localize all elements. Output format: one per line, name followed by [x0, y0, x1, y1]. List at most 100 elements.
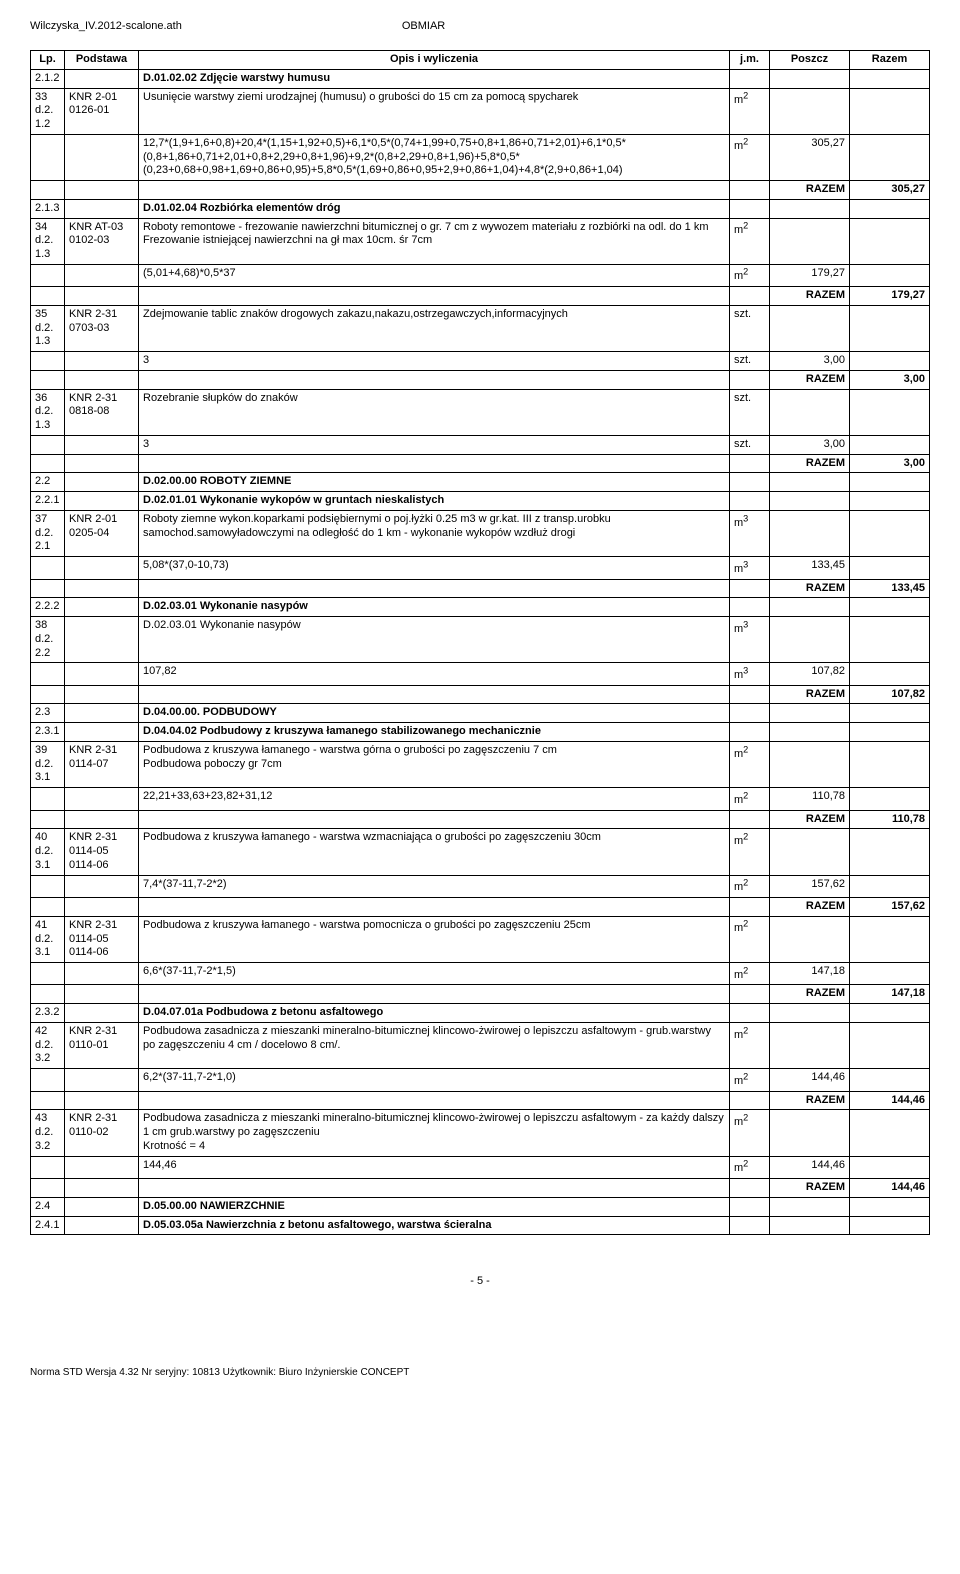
cell-podstawa — [65, 134, 139, 180]
cell-lp — [31, 181, 65, 200]
cell-opis: Zdejmowanie tablic znaków drogowych zaka… — [139, 305, 730, 351]
cell-opis: 107,82 — [139, 663, 730, 685]
table-row: RAZEM107,82 — [31, 685, 930, 704]
cell-razem: 179,27 — [850, 287, 930, 306]
col-podstawa: Podstawa — [65, 51, 139, 70]
cell-podstawa — [65, 352, 139, 371]
table-row: RAZEM3,00 — [31, 454, 930, 473]
table-row: 2.1.2D.01.02.02 Zdjęcie warstwy humusu — [31, 69, 930, 88]
cell-opis: 5,08*(37,0-10,73) — [139, 557, 730, 579]
cell-opis: D.02.00.00 ROBOTY ZIEMNE — [139, 473, 730, 492]
cell-lp: 38d.2.2.2 — [31, 617, 65, 663]
cell-podstawa — [65, 435, 139, 454]
cell-lp: 43d.2.3.2 — [31, 1110, 65, 1156]
cell-podstawa — [65, 579, 139, 598]
cell-jm — [730, 685, 770, 704]
cell-poszcz — [770, 1004, 850, 1023]
cell-jm — [730, 287, 770, 306]
cell-podstawa — [65, 723, 139, 742]
razem-label: RAZEM — [770, 370, 850, 389]
cell-jm: szt. — [730, 435, 770, 454]
cell-razem: 147,18 — [850, 985, 930, 1004]
cell-razem: 133,45 — [850, 579, 930, 598]
razem-label: RAZEM — [770, 985, 850, 1004]
cell-jm — [730, 1179, 770, 1198]
cell-poszcz — [770, 617, 850, 663]
cell-razem — [850, 1004, 930, 1023]
cell-poszcz: 144,46 — [770, 1069, 850, 1091]
cell-razem — [850, 1197, 930, 1216]
cell-razem — [850, 510, 930, 556]
cell-poszcz — [770, 829, 850, 875]
cell-lp — [31, 788, 65, 810]
cell-jm: m2 — [730, 88, 770, 134]
cell-opis: Podbudowa zasadnicza z mieszanki mineral… — [139, 1022, 730, 1068]
cell-razem — [850, 88, 930, 134]
cell-razem — [850, 492, 930, 511]
cell-jm — [730, 579, 770, 598]
cell-opis: 6,2*(37-11,7-2*1,0) — [139, 1069, 730, 1091]
cell-podstawa — [65, 69, 139, 88]
cell-jm: m2 — [730, 1069, 770, 1091]
cell-lp: 2.1.3 — [31, 199, 65, 218]
cell-jm: szt. — [730, 352, 770, 371]
cell-poszcz: 3,00 — [770, 352, 850, 371]
cell-opis — [139, 454, 730, 473]
cell-opis — [139, 1179, 730, 1198]
cell-podstawa — [65, 1197, 139, 1216]
cell-opis: Rozebranie słupków do znaków — [139, 389, 730, 435]
cell-razem — [850, 916, 930, 962]
cell-jm: m2 — [730, 134, 770, 180]
cell-podstawa — [65, 875, 139, 897]
doc-filename: Wilczyska_IV.2012-scalone.ath — [30, 20, 182, 32]
razem-label: RAZEM — [770, 579, 850, 598]
cell-opis: D.01.02.04 Rozbiórka elementów dróg — [139, 199, 730, 218]
razem-label: RAZEM — [770, 1091, 850, 1110]
cell-podstawa — [65, 181, 139, 200]
cell-poszcz — [770, 1110, 850, 1156]
cell-jm: m2 — [730, 741, 770, 787]
cell-opis: D.05.00.00 NAWIERZCHNIE — [139, 1197, 730, 1216]
cell-jm — [730, 454, 770, 473]
cell-podstawa — [65, 685, 139, 704]
cell-podstawa — [65, 370, 139, 389]
table-row: 2.1.3 D.01.02.04 Rozbiórka elementów dróg — [31, 199, 930, 218]
cell-podstawa: KNR 2-010205-04 — [65, 510, 139, 556]
cell-jm — [730, 898, 770, 917]
table-row: RAZEM133,45 — [31, 579, 930, 598]
cell-razem — [850, 741, 930, 787]
cell-jm — [730, 181, 770, 200]
table-row: 2.4.1D.05.03.05a Nawierzchnia z betonu a… — [31, 1216, 930, 1235]
table-row: 2.2D.02.00.00 ROBOTY ZIEMNE — [31, 473, 930, 492]
cell-poszcz — [770, 916, 850, 962]
cell-jm — [730, 370, 770, 389]
cell-poszcz — [770, 492, 850, 511]
cell-lp — [31, 264, 65, 286]
cell-razem — [850, 598, 930, 617]
cell-lp — [31, 1156, 65, 1178]
cell-opis: D.02.01.01 Wykonanie wykopów w gruntach … — [139, 492, 730, 511]
cell-lp — [31, 1091, 65, 1110]
cell-jm — [730, 1216, 770, 1235]
cell-podstawa — [65, 454, 139, 473]
cell-razem — [850, 663, 930, 685]
cell-razem — [850, 69, 930, 88]
table-row: 107,82m3107,82 — [31, 663, 930, 685]
cell-poszcz — [770, 741, 850, 787]
cell-podstawa — [65, 617, 139, 663]
cell-podstawa: KNR 2-010126-01 — [65, 88, 139, 134]
cell-poszcz — [770, 199, 850, 218]
cell-lp — [31, 352, 65, 371]
cell-lp: 34d.2.1.3 — [31, 218, 65, 264]
table-row: 39d.2.3.1KNR 2-310114-07Podbudowa z krus… — [31, 741, 930, 787]
cell-lp: 42d.2.3.2 — [31, 1022, 65, 1068]
cell-razem — [850, 829, 930, 875]
cell-podstawa — [65, 1069, 139, 1091]
cell-podstawa — [65, 473, 139, 492]
cell-lp — [31, 685, 65, 704]
cell-jm — [730, 492, 770, 511]
cell-poszcz: 110,78 — [770, 788, 850, 810]
cell-poszcz — [770, 218, 850, 264]
cell-razem — [850, 1069, 930, 1091]
cell-razem — [850, 788, 930, 810]
